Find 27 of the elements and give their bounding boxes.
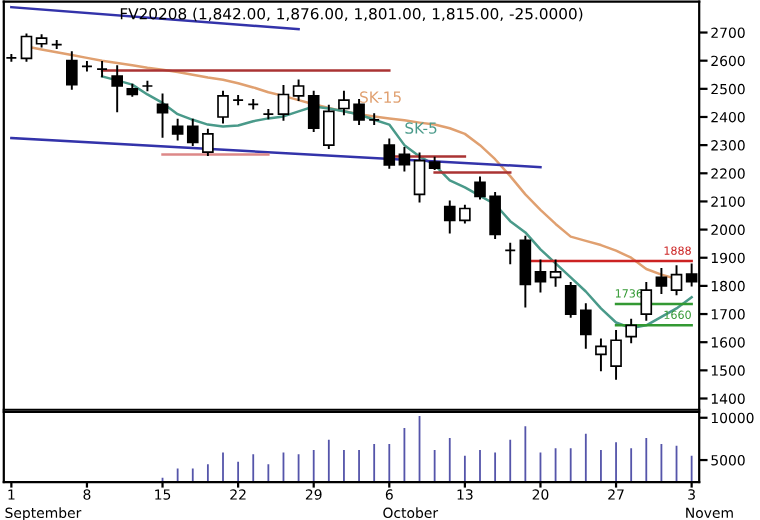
candlestick bbox=[383, 138, 396, 169]
candlestick bbox=[504, 242, 517, 265]
candlestick bbox=[217, 90, 229, 124]
candlestick bbox=[413, 152, 426, 203]
candlestick bbox=[20, 33, 33, 62]
candlestick bbox=[171, 118, 184, 141]
candlestick bbox=[81, 61, 93, 72]
candlestick bbox=[534, 259, 547, 293]
candlestick bbox=[232, 94, 244, 106]
candlestick bbox=[141, 80, 154, 92]
candlestick bbox=[156, 93, 169, 138]
candlestick bbox=[549, 259, 562, 287]
candlestick bbox=[66, 51, 78, 90]
candlestick bbox=[640, 282, 653, 321]
candlestick bbox=[625, 318, 637, 344]
candlestick bbox=[247, 99, 260, 110]
candlestick bbox=[655, 268, 668, 294]
candlestick bbox=[111, 65, 124, 113]
candlestick bbox=[50, 40, 63, 49]
candlestick bbox=[519, 235, 532, 308]
candlestick bbox=[670, 265, 683, 296]
candlestick bbox=[368, 113, 380, 125]
candlestick bbox=[398, 146, 411, 172]
candlestick bbox=[96, 61, 108, 78]
candlestick bbox=[292, 79, 305, 102]
candlestick bbox=[277, 85, 290, 121]
candlestick bbox=[262, 108, 275, 120]
